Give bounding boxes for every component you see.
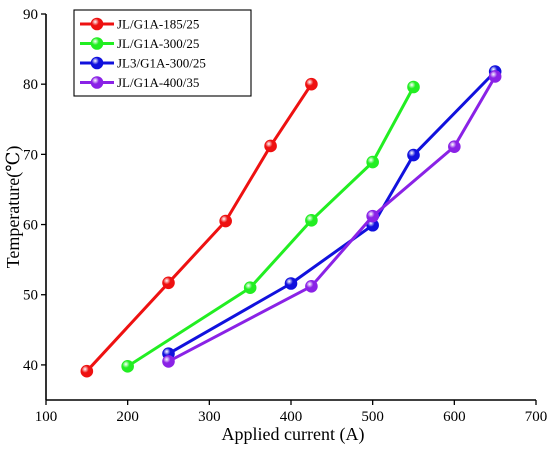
legend-marker	[90, 56, 104, 70]
y-ticks: 40 50 60 70 80 90	[23, 7, 46, 374]
series-4	[162, 70, 502, 368]
series-line	[167, 70, 497, 356]
legend-marker	[90, 17, 104, 31]
data-point	[305, 77, 318, 91]
data-point	[264, 139, 277, 153]
data-point	[219, 214, 232, 228]
legend-entry: JL/G1A-400/35	[80, 75, 199, 90]
data-point	[80, 364, 94, 378]
legend-label: JL/G1A-185/25	[117, 17, 199, 32]
y-tick-label: 40	[23, 358, 38, 374]
x-tick-label: 100	[35, 409, 58, 425]
x-axis-title: Applied current (A)	[222, 424, 365, 445]
y-tick-label: 80	[23, 77, 38, 93]
x-tick-label: 700	[525, 409, 548, 425]
legend-label: JL3/G1A-300/25	[117, 56, 206, 71]
data-point	[366, 209, 379, 223]
legend-label: JL/G1A-300/25	[117, 36, 199, 51]
data-point	[366, 155, 379, 169]
x-tick-label: 600	[443, 409, 466, 425]
data-point	[305, 280, 318, 293]
data-point	[162, 276, 175, 290]
series-group	[80, 65, 502, 378]
x-tick-label: 300	[198, 409, 221, 425]
data-point	[121, 360, 134, 373]
data-point	[284, 277, 298, 290]
legend-entry: JL/G1A-185/25	[80, 17, 199, 32]
x-tick-label: 400	[280, 409, 303, 425]
y-tick-label: 50	[23, 288, 38, 304]
x-ticks: 100 200 300 400 500 600 700	[35, 400, 548, 425]
data-point	[407, 148, 420, 162]
y-tick-label: 60	[23, 218, 38, 234]
data-point	[305, 214, 318, 227]
series-line	[85, 83, 313, 373]
legend-entry: JL3/G1A-300/25	[80, 56, 206, 71]
data-point	[243, 281, 257, 295]
legend-marker	[90, 37, 104, 50]
data-point	[488, 70, 502, 83]
data-point	[162, 355, 175, 368]
legend-marker	[90, 76, 104, 89]
series-line	[167, 75, 497, 363]
x-tick-label: 500	[361, 409, 384, 425]
series-1	[80, 77, 318, 378]
x-tick-label: 200	[116, 409, 139, 425]
legend-entry: JL/G1A-300/25	[80, 36, 199, 51]
y-axis-title: Temperature(℃)	[3, 146, 24, 269]
y-tick-label: 70	[23, 147, 38, 163]
series-2	[121, 80, 420, 373]
legend: JL/G1A-185/25 JL/G1A-300/25 JL3/G1A-300/25…	[73, 9, 252, 97]
series-3	[162, 65, 502, 360]
legend-label: JL/G1A-400/35	[117, 75, 199, 90]
data-point	[448, 140, 461, 153]
y-tick-label: 90	[23, 7, 38, 23]
data-point	[407, 80, 420, 94]
